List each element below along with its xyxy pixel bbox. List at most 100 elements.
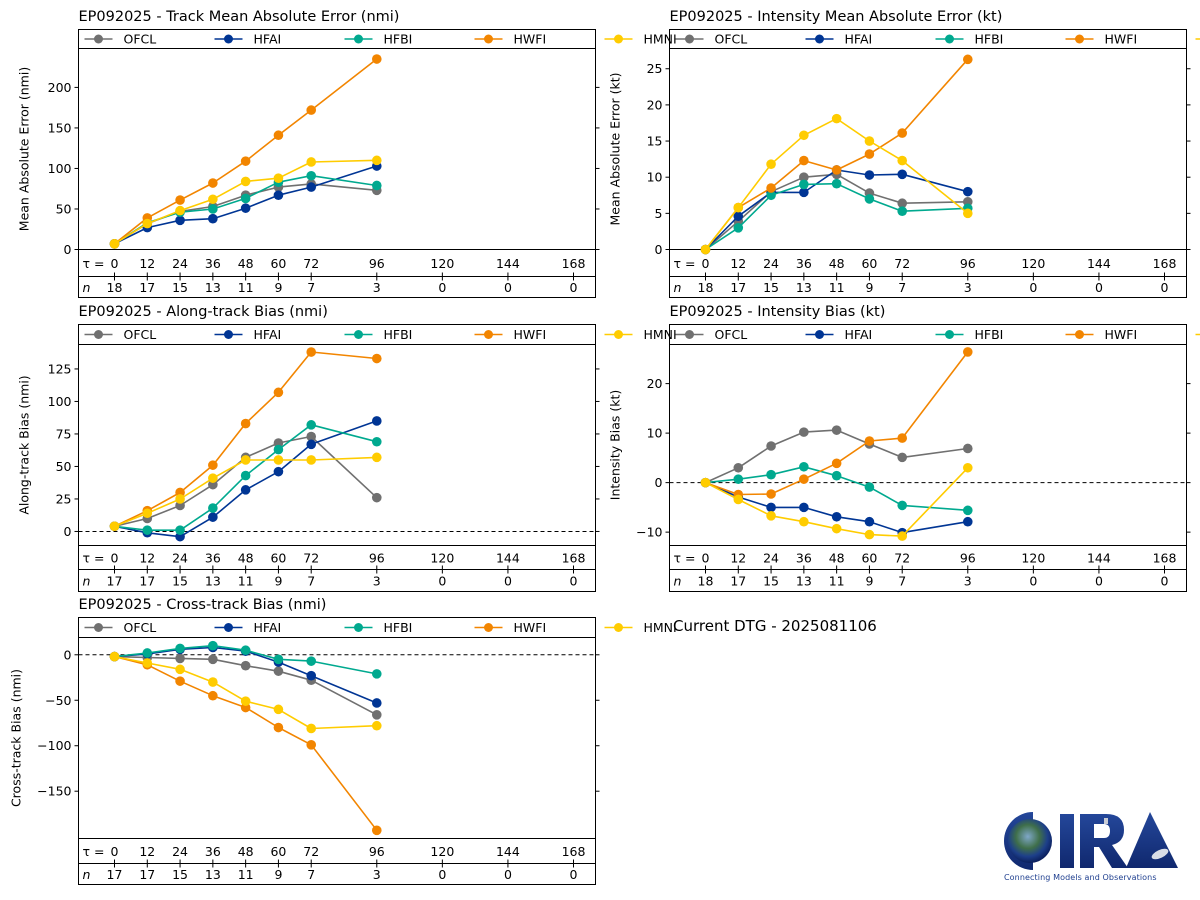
y-tick-label: 0 <box>64 524 72 539</box>
data-point-hmni <box>142 218 153 229</box>
n-count-label: 0 <box>438 574 446 589</box>
data-point-ofcl <box>306 431 317 442</box>
legend-marker <box>685 34 694 44</box>
y-tick-label: 25 <box>647 61 663 76</box>
data-point-hfai <box>208 512 218 522</box>
n-count-label: 3 <box>373 280 381 295</box>
x-tick-label: 60 <box>861 256 877 271</box>
x-tick-label: 12 <box>139 844 155 859</box>
axes-frame <box>78 324 596 592</box>
n-count-label: 15 <box>172 574 188 589</box>
data-point-ofcl <box>799 172 809 182</box>
x-tick-label: 60 <box>270 551 286 566</box>
x-tick-label: 120 <box>430 256 454 271</box>
n-count-label: 0 <box>504 574 512 589</box>
data-point-hfai <box>962 186 973 197</box>
n-count-label: 17 <box>139 280 155 295</box>
series-line-hmni <box>114 456 377 528</box>
series-line-hfbi <box>705 182 968 251</box>
data-point-hmni <box>897 531 908 541</box>
y-axis-label: Mean Absolute Error (nmi) <box>17 67 32 231</box>
n-count-label: 18 <box>698 574 714 589</box>
x-tick-label: 72 <box>894 551 910 566</box>
series-line-hfai <box>705 481 968 534</box>
x-tick-label: 60 <box>270 844 286 859</box>
tau-prefix-label: τ = <box>83 256 105 271</box>
data-point-hfai <box>799 502 809 513</box>
legend-marker <box>945 330 954 339</box>
legend-marker <box>354 330 363 339</box>
n-count-label: 13 <box>796 280 812 295</box>
chart-title: EP092025 - Track Mean Absolute Error (nm… <box>79 9 400 25</box>
series-line-hfbi <box>114 423 377 532</box>
n-count-label: 15 <box>172 867 188 882</box>
axes-frame <box>669 324 1187 592</box>
y-tick-label: 125 <box>48 361 72 376</box>
data-point-hfbi <box>142 648 153 658</box>
x-tick-label: 48 <box>829 256 845 271</box>
data-point-hmni <box>962 462 973 473</box>
n-count-label: 0 <box>1029 574 1037 589</box>
data-point-hfai <box>273 466 284 477</box>
data-point-hmni <box>109 521 120 532</box>
data-point-hfbi <box>306 420 317 430</box>
x-tick-label: 24 <box>172 844 188 859</box>
data-point-hfbi <box>864 482 875 492</box>
legend-marker <box>484 623 493 632</box>
data-point-hwfi <box>371 54 382 64</box>
y-tick-label: 50 <box>56 201 72 216</box>
data-point-ofcl <box>371 710 382 720</box>
data-point-hwfi <box>962 54 973 65</box>
legend-marker <box>614 330 623 339</box>
data-point-hfai <box>306 182 317 192</box>
panel-along-track-bias: EP092025 - Along-track Bias (nmi) 0 25 50 75… <box>17 304 677 592</box>
legend-item-ofcl: OFCL <box>84 327 157 342</box>
legend-label: OFCL <box>124 327 157 342</box>
tau-prefix-label: τ = <box>674 256 696 271</box>
legend-item-hwfi: HWFI <box>474 32 546 47</box>
y-tick-label: 75 <box>56 426 72 441</box>
data-point-hfai <box>733 211 744 222</box>
data-point-hwfi <box>897 128 908 138</box>
data-point-hwfi <box>208 460 218 470</box>
data-point-ofcl <box>766 441 776 451</box>
data-point-hmni <box>273 173 284 183</box>
data-point-hfbi <box>208 503 218 513</box>
data-point-hfai <box>240 485 251 495</box>
n-count-label: 3 <box>964 280 972 295</box>
legend-marker <box>1075 34 1084 44</box>
axes-frame <box>78 617 596 885</box>
data-point-hwfi <box>864 436 875 446</box>
y-tick-label: −100 <box>37 738 71 753</box>
data-point-hfbi <box>733 223 744 233</box>
data-point-hfai <box>273 190 284 200</box>
panel-intensity-mae: EP092025 - Intensity Mean Absolute Error… <box>608 9 1200 298</box>
data-point-hwfi <box>306 347 317 357</box>
data-point-hwfi <box>208 690 218 701</box>
data-point-hfbi <box>371 436 382 447</box>
n-count-label: 0 <box>1029 280 1037 295</box>
x-tick-label: 72 <box>303 551 319 566</box>
legend-item-hwfi: HWFI <box>474 620 547 635</box>
data-point-hmni <box>109 651 120 662</box>
n-row-label: n <box>83 280 91 295</box>
data-point-hfbi <box>799 461 809 472</box>
data-point-hwfi <box>240 418 251 429</box>
data-point-hmni <box>831 113 842 124</box>
data-point-ofcl <box>733 462 744 473</box>
data-point-hfbi <box>175 643 185 654</box>
x-tick-label: 36 <box>796 256 812 271</box>
legend-label: HMNI <box>644 620 677 635</box>
data-point-hmni <box>273 704 284 715</box>
data-point-hmni <box>208 677 218 687</box>
n-count-label: 0 <box>504 867 512 882</box>
legend-marker <box>224 34 233 44</box>
legend-label: HFAI <box>845 327 873 342</box>
data-point-hmni <box>306 157 317 167</box>
series-line-hmni <box>114 159 377 245</box>
data-point-hmni <box>306 455 317 465</box>
legend-label: HWFI <box>514 620 547 635</box>
chart-title: EP092025 - Cross-track Bias (nmi) <box>79 597 327 613</box>
legend-marker <box>614 623 623 632</box>
